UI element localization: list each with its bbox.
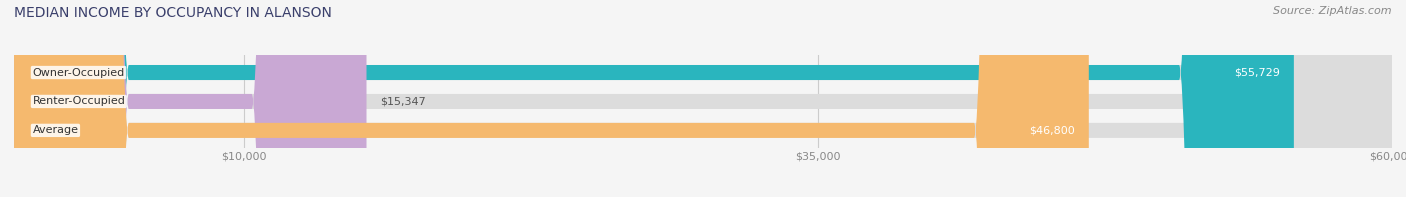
FancyBboxPatch shape [14,0,1088,197]
Text: $46,800: $46,800 [1029,125,1076,135]
FancyBboxPatch shape [14,0,1392,197]
FancyBboxPatch shape [14,0,1392,197]
Text: Source: ZipAtlas.com: Source: ZipAtlas.com [1274,6,1392,16]
Text: MEDIAN INCOME BY OCCUPANCY IN ALANSON: MEDIAN INCOME BY OCCUPANCY IN ALANSON [14,6,332,20]
Text: Renter-Occupied: Renter-Occupied [32,97,125,106]
Text: Average: Average [32,125,79,135]
FancyBboxPatch shape [14,0,367,197]
Text: Owner-Occupied: Owner-Occupied [32,68,125,78]
FancyBboxPatch shape [14,0,1392,197]
Text: $55,729: $55,729 [1234,68,1279,78]
Text: $15,347: $15,347 [380,97,426,106]
FancyBboxPatch shape [14,0,1294,197]
